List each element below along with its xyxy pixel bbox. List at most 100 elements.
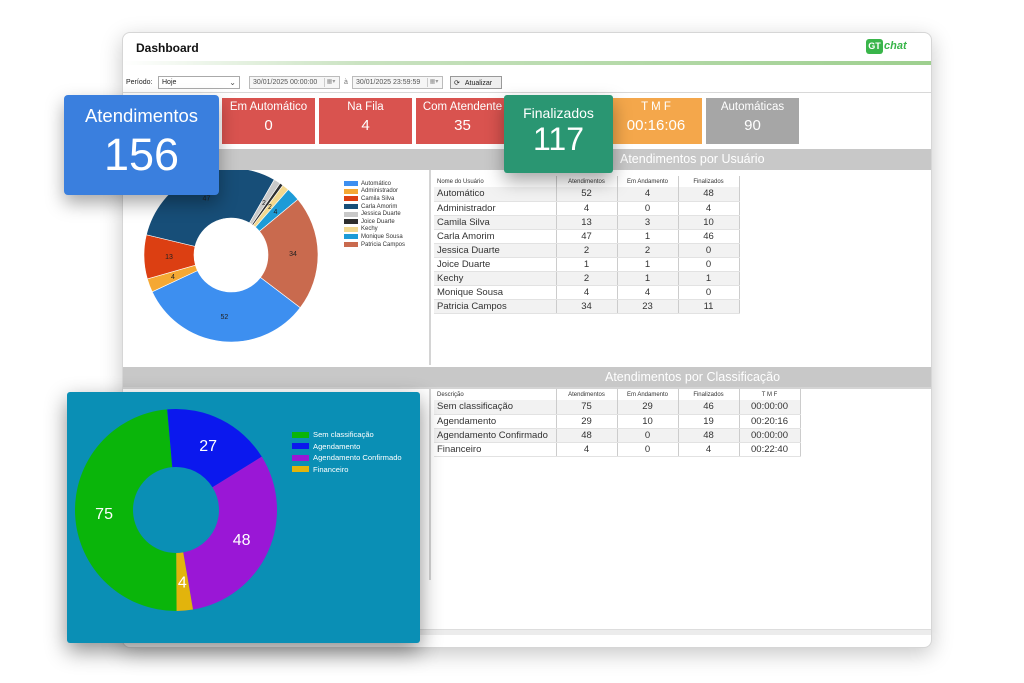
slice-label: 2 bbox=[268, 204, 272, 211]
table-row[interactable]: Financeiro 4 0 4 00:22:40 bbox=[434, 442, 801, 457]
table-cell: Jessica Duarte bbox=[434, 243, 557, 258]
table-row[interactable]: Joice Duarte 1 1 0 bbox=[434, 257, 740, 272]
usuario-table: Nome do Usuário Atendimentos Em Andamento F… bbox=[434, 176, 740, 314]
panel-usuario-chart: 52 4 13 47 2 2 4 34 Automático Administrador Cami… bbox=[123, 167, 428, 365]
table-cell: 11 bbox=[678, 299, 740, 314]
logo-mark: GT bbox=[866, 39, 883, 54]
table-row[interactable]: Jessica Duarte 2 2 0 bbox=[434, 243, 740, 258]
card-label: Em Automático bbox=[229, 101, 308, 113]
column-header[interactable]: Finalizados bbox=[678, 389, 740, 400]
classificacao-table: Descrição Atendimentos Em Andamento Finaliz… bbox=[434, 389, 801, 457]
legend-label: Patricia Campos bbox=[361, 241, 406, 248]
card-com-atendente: Com Atendente 35 bbox=[416, 98, 509, 144]
column-header[interactable]: Nome do Usuário bbox=[434, 176, 557, 187]
table-cell: 48 bbox=[678, 187, 740, 202]
column-header[interactable]: Atendimentos bbox=[556, 389, 618, 400]
table-row[interactable]: Camila Silva 13 3 10 bbox=[434, 215, 740, 230]
overlay-card-atendimentos: Atendimentos 156 bbox=[64, 95, 219, 195]
legend-label: Jessica Duarte bbox=[361, 211, 401, 218]
periodo-label: Período: bbox=[126, 79, 153, 86]
date-from-field[interactable]: 30/01/2025 00:00:00 ▦▾ bbox=[249, 76, 340, 89]
slice-label: 48 bbox=[233, 532, 251, 549]
table-cell: Automático bbox=[434, 187, 557, 202]
table-row[interactable]: Administrador 4 0 4 bbox=[434, 201, 740, 216]
table-row[interactable]: Sem classificação 75 29 46 00:00:00 bbox=[434, 400, 801, 415]
slice-label: 27 bbox=[199, 438, 217, 455]
legend-swatch bbox=[344, 188, 358, 194]
table-cell: Kechy bbox=[434, 271, 557, 286]
calendar-icon[interactable]: ▦▾ bbox=[427, 78, 440, 87]
header-divider bbox=[123, 61, 931, 65]
slice-financeiro bbox=[176, 552, 193, 611]
horizontal-scrollbar[interactable] bbox=[123, 629, 931, 635]
legend-swatch bbox=[292, 454, 309, 461]
periodo-select[interactable]: Hoje ⌄ bbox=[158, 76, 240, 89]
filter-bar: Período: Hoje ⌄ 30/01/2025 00:00:00 ▦▾ à… bbox=[123, 73, 931, 93]
table-cell: Joice Duarte bbox=[434, 257, 557, 272]
refresh-button[interactable]: ⟳ Atualizar bbox=[450, 76, 502, 89]
table-row[interactable]: Carla Amorim 47 1 46 bbox=[434, 229, 740, 244]
table-cell: 46 bbox=[678, 229, 740, 244]
table-cell: 2 bbox=[556, 271, 618, 286]
calendar-icon[interactable]: ▦▾ bbox=[324, 78, 337, 87]
table-cell: Patricia Campos bbox=[434, 299, 557, 314]
table-cell: 10 bbox=[617, 414, 679, 429]
legend-label: Financeiro bbox=[313, 464, 349, 474]
column-header[interactable]: Finalizados bbox=[678, 176, 740, 187]
table-cell: Administrador bbox=[434, 201, 557, 216]
table-row[interactable]: Agendamento 29 10 19 00:20:16 bbox=[434, 414, 801, 429]
slice-automatico bbox=[151, 270, 301, 343]
table-cell: 0 bbox=[678, 285, 740, 300]
slice-label: 4 bbox=[171, 274, 175, 281]
table-cell: 4 bbox=[556, 201, 618, 216]
legend-swatch bbox=[344, 181, 358, 187]
table-cell: 0 bbox=[617, 201, 679, 216]
table-row[interactable]: Automático 52 4 48 bbox=[434, 187, 740, 202]
legend-item: Kechy bbox=[344, 226, 405, 234]
date-from-value: 30/01/2025 00:00:00 bbox=[253, 79, 318, 86]
card-automaticas: Automáticas 90 bbox=[706, 98, 799, 144]
card-tmf: T M F 00:16:06 bbox=[610, 98, 702, 144]
column-header[interactable]: Em Andamento bbox=[617, 389, 679, 400]
date-to-field[interactable]: 30/01/2025 23:59:59 ▦▾ bbox=[352, 76, 443, 89]
table-cell: Sem classificação bbox=[434, 400, 557, 415]
slice-agendamento bbox=[167, 409, 262, 488]
column-header[interactable]: Em Andamento bbox=[617, 176, 679, 187]
slice-label: 4 bbox=[178, 574, 187, 591]
table-cell: 34 bbox=[556, 299, 618, 314]
table-cell: 0 bbox=[678, 257, 740, 272]
legend-item: Patricia Campos bbox=[344, 241, 405, 249]
legend-label: Agendamento bbox=[313, 441, 361, 451]
overlay-value: 117 bbox=[532, 121, 584, 157]
column-header[interactable]: Descrição bbox=[434, 389, 557, 400]
table-row[interactable]: Agendamento Confirmado 48 0 48 00:00:00 bbox=[434, 428, 801, 443]
table-row[interactable]: Monique Sousa 4 4 0 bbox=[434, 285, 740, 300]
table-cell: 1 bbox=[678, 271, 740, 286]
slice-label: 4 bbox=[273, 209, 277, 216]
table-cell: 13 bbox=[556, 215, 618, 230]
legend-swatch bbox=[344, 219, 358, 225]
card-na-fila: Na Fila 4 bbox=[319, 98, 412, 144]
legend-swatch bbox=[344, 226, 358, 232]
table-row[interactable]: Patricia Campos 34 23 11 bbox=[434, 299, 740, 314]
table-row[interactable]: Kechy 2 1 1 bbox=[434, 271, 740, 286]
logo-text: chat bbox=[884, 40, 907, 52]
legend-label: Kechy bbox=[361, 226, 378, 233]
card-value: 0 bbox=[264, 117, 273, 134]
legend-item: Automático bbox=[344, 180, 405, 188]
table-cell: 2 bbox=[556, 243, 618, 258]
column-header[interactable]: T M F bbox=[739, 389, 801, 400]
card-value: 35 bbox=[454, 117, 471, 134]
table-cell: 0 bbox=[678, 243, 740, 258]
panel-divider bbox=[429, 388, 431, 580]
date-separator: à bbox=[344, 79, 348, 86]
legend-swatch bbox=[292, 443, 309, 450]
periodo-value: Hoje bbox=[162, 79, 177, 86]
overlay-classificacao-chart-panel: 75 27 48 4 Sem classificação Agendamento Agen… bbox=[67, 392, 420, 643]
table-cell: 4 bbox=[617, 285, 679, 300]
table-cell: 1 bbox=[556, 257, 618, 272]
column-header[interactable]: Atendimentos bbox=[556, 176, 618, 187]
slice-label: 34 bbox=[289, 251, 297, 258]
legend-swatch bbox=[292, 466, 309, 473]
